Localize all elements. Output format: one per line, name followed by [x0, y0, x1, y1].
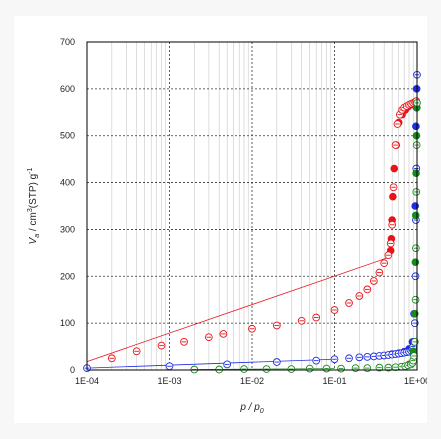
plot-area-border	[86, 41, 418, 371]
desorption-point-series-3	[411, 258, 420, 267]
chart-panel: 1E-04 1E-03 1E-02 1E-01 1E+00 0 100 200 300 400 50…	[14, 16, 427, 423]
x-tick-label: 1E-02	[240, 376, 264, 386]
adsorption-point-series-3	[305, 364, 314, 373]
x-tick-label: 1E-03	[157, 376, 181, 386]
adsorption-point-series-2	[345, 354, 353, 363]
y-tick-label: 300	[60, 224, 75, 234]
adsorption-point-series-1	[380, 259, 389, 268]
desorption-point-series-1	[389, 192, 397, 201]
y-tick-label: 700	[60, 37, 75, 47]
adsorption-point-series-3	[240, 365, 248, 373]
adsorption-point-series-1	[391, 141, 400, 149]
adsorption-point-series-1	[297, 316, 306, 325]
adsorption-point-series-1	[393, 120, 402, 128]
adsorption-point-series-1	[219, 330, 228, 338]
x-tick-label: 1E+00	[404, 376, 427, 386]
adsorption-point-series-3	[337, 364, 345, 373]
adsorption-point-series-2	[165, 362, 174, 371]
y-axis-title-superscript-3: 3	[27, 208, 34, 212]
y-tick-label: 400	[60, 178, 75, 188]
adsorption-point-series-2	[411, 272, 420, 281]
adsorption-point-series-1	[345, 299, 353, 307]
adsorption-point-series-1	[157, 341, 166, 350]
y-axis-title-subscript: a	[34, 234, 41, 238]
desorption-point-series-3	[411, 211, 420, 220]
adsorption-point-series-1	[388, 220, 397, 229]
adsorption-point-series-3	[410, 338, 419, 346]
x-tick-label: 1E-04	[75, 376, 99, 386]
y-tick-label: 200	[60, 271, 75, 281]
adsorption-point-series-1	[312, 313, 321, 322]
adsorption-point-series-2	[370, 352, 378, 361]
adsorption-point-series-1	[384, 251, 393, 260]
adsorption-point-series-1	[363, 285, 372, 294]
y-axis-title: Va / cm3(STP) g-1	[27, 167, 41, 244]
y-tick-label: 100	[60, 318, 75, 328]
adsorption-point-series-2	[410, 319, 419, 327]
grid	[87, 42, 417, 370]
y-tick-label: 600	[60, 84, 75, 94]
adsorption-point-series-3	[412, 188, 421, 196]
x-axis-title: p / p0	[239, 402, 263, 415]
desorption-point-series-3	[412, 131, 421, 140]
y-tick-label: 500	[60, 131, 75, 141]
adsorption-point-series-3	[412, 244, 420, 253]
adsorption-point-series-1	[370, 277, 378, 285]
adsorption-point-series-3	[351, 364, 360, 372]
desorption-point-series-3	[410, 309, 419, 318]
adsorption-point-series-1	[330, 306, 339, 314]
desorption-point-series-1	[390, 164, 399, 173]
isotherm-chart: 1E-04 1E-03 1E-02 1E-01 1E+00 0 100 200 300 400 50…	[27, 37, 427, 415]
fit-line-series-1	[86, 257, 389, 362]
adsorption-point-series-1	[180, 338, 188, 346]
adsorption-point-series-3	[287, 365, 296, 373]
adsorption-point-series-1	[375, 268, 384, 277]
x-tick-label: 1E-01	[322, 376, 346, 386]
desorption-point-series-2	[412, 122, 420, 131]
adsorption-point-series-1	[272, 321, 281, 330]
adsorption-point-series-2	[355, 353, 364, 362]
adsorption-point-series-3	[322, 364, 331, 373]
adsorption-point-series-1	[386, 239, 395, 248]
adsorption-point-series-3	[375, 363, 384, 372]
desorption-point-series-3	[412, 169, 420, 178]
adsorption-point-series-3	[410, 352, 418, 360]
adsorption-point-series-2	[330, 355, 339, 364]
adsorption-point-series-3	[384, 363, 393, 372]
adsorption-point-series-3	[411, 295, 420, 304]
data-points	[83, 70, 421, 374]
adsorption-point-series-2	[272, 358, 281, 366]
adsorption-point-series-1	[132, 347, 141, 356]
y-tick-label: 0	[70, 365, 75, 375]
tick-labels: 1E-04 1E-03 1E-02 1E-01 1E+00 0 100 200 300 400 50…	[60, 37, 427, 386]
adsorption-point-series-1	[248, 324, 256, 333]
fit-line-series-2	[86, 358, 335, 369]
adsorption-point-series-2	[223, 360, 232, 369]
adsorption-point-series-3	[363, 364, 372, 372]
adsorption-point-series-2	[363, 353, 372, 361]
x-axis-title-subscript: 0	[260, 408, 264, 415]
adsorption-point-series-3	[391, 363, 400, 372]
adsorption-point-series-3	[262, 365, 271, 373]
y-axis-title-superscript-minus1: -1	[27, 167, 34, 173]
adsorption-point-series-2	[312, 356, 321, 365]
desorption-point-series-2	[411, 202, 419, 210]
adsorption-point-series-1	[107, 354, 116, 363]
adsorption-point-series-1	[355, 292, 364, 300]
adsorption-point-series-1	[389, 183, 398, 192]
adsorption-point-series-1	[205, 333, 213, 342]
